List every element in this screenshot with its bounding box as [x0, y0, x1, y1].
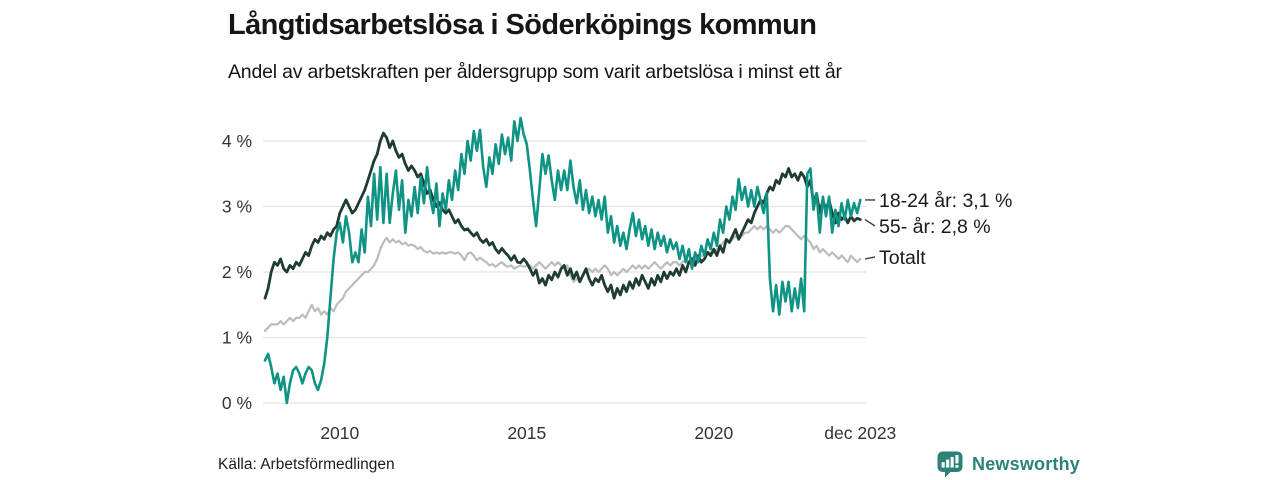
chart-subtitle: Andel av arbetskraften per åldersgrupp s… [228, 61, 842, 83]
chart-title: Långtidsarbetslösa i Söderköpings kommun [228, 9, 817, 41]
x-axis-tick-label: 2015 [507, 423, 546, 443]
bar-chart-speech-bubble-icon [937, 451, 963, 478]
legend-connector [864, 219, 876, 227]
y-axis-tick-label: 2 % [222, 262, 252, 282]
legend-label-18-24-ar: 18-24 år: 3,1 % [879, 190, 1012, 212]
legend-connector [864, 256, 876, 260]
series-line-18-24-ar [263, 116, 862, 405]
y-axis-tick-label: 1 % [222, 328, 252, 348]
legend-label-totalt: Totalt [879, 247, 926, 269]
y-axis-tick-label: 3 % [222, 197, 252, 217]
source-attribution: Källa: Arbetsförmedlingen [218, 456, 395, 473]
x-axis-tick-label: 2020 [694, 423, 733, 443]
y-axis-tick-label: 4 % [222, 131, 252, 151]
legend-label-55-ar: 55- år: 2,8 % [879, 216, 991, 238]
newsworthy-brand: Newsworthy [936, 450, 1080, 478]
y-axis-tick-label: 0 % [222, 393, 252, 413]
newsworthy-wordmark: Newsworthy [972, 453, 1081, 474]
x-axis-tick-label: dec 2023 [824, 423, 896, 443]
x-axis-tick-label: 2010 [320, 423, 359, 443]
